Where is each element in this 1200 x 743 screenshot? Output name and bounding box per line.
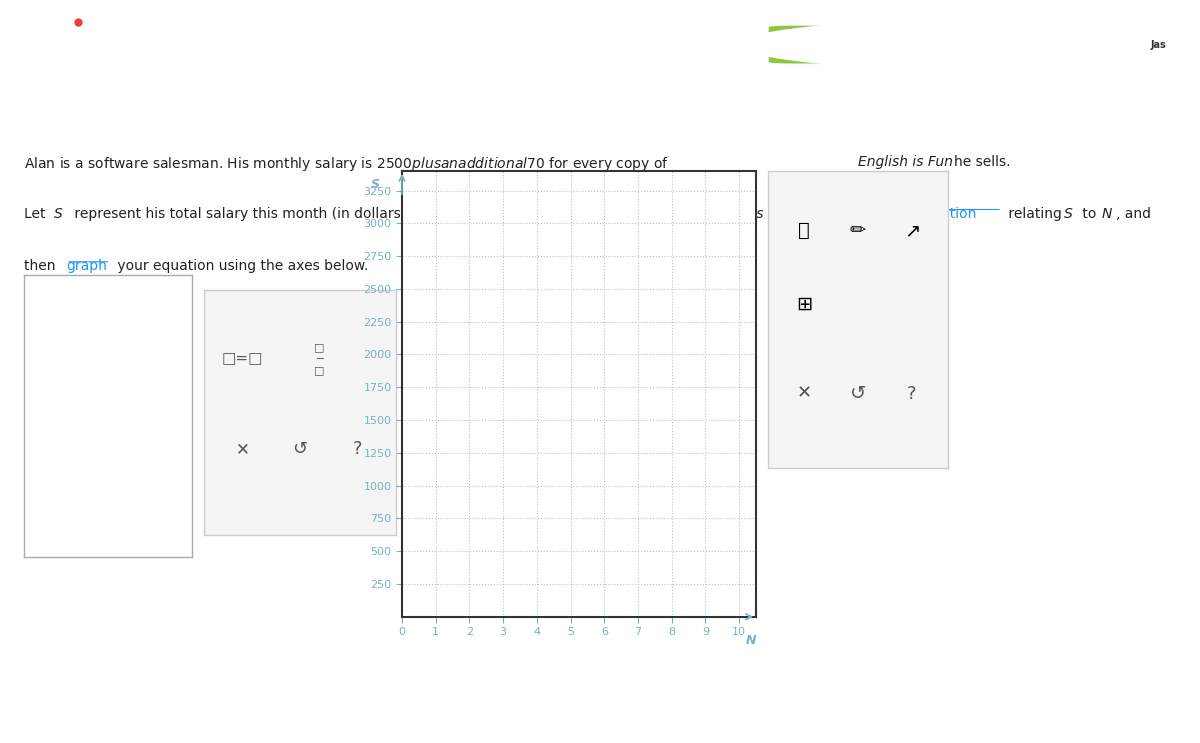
Text: Jas: Jas (1150, 39, 1166, 50)
Text: represent the number of copies of: represent the number of copies of (474, 207, 720, 221)
Text: relating: relating (1004, 207, 1067, 221)
Text: ⊞: ⊞ (796, 295, 812, 314)
Text: he sells. Write an: he sells. Write an (797, 207, 925, 221)
Text: English is Fun: English is Fun (698, 207, 793, 221)
FancyBboxPatch shape (930, 25, 1024, 64)
FancyBboxPatch shape (768, 25, 862, 64)
Text: represent his total salary this month (in dollars), and let: represent his total salary this month (i… (70, 207, 467, 221)
Text: S: S (1064, 207, 1073, 221)
Text: ✕: ✕ (797, 385, 811, 403)
Text: 🧽: 🧽 (798, 221, 810, 240)
Text: N: N (458, 207, 469, 221)
Text: he sells.: he sells. (954, 155, 1010, 169)
Text: Writing an equation and drawing its graph to model a real-world...: Writing an equation and drawing its grap… (78, 56, 546, 69)
FancyBboxPatch shape (876, 25, 970, 64)
Text: Alan is a software salesman. His monthly salary is $2500 plus an additional $70 : Alan is a software salesman. His monthly… (24, 155, 668, 172)
Text: equation: equation (916, 207, 977, 221)
Text: ↺: ↺ (850, 384, 866, 403)
Text: LINES, FUNCTIONS, SYSTEMS: LINES, FUNCTIONS, SYSTEMS (86, 17, 258, 27)
Text: , and: , and (1116, 207, 1151, 221)
Text: S: S (54, 207, 62, 221)
Text: v: v (90, 129, 102, 146)
Text: ↗: ↗ (904, 221, 920, 240)
Text: N: N (1102, 207, 1112, 221)
Text: ✕: ✕ (235, 440, 250, 458)
Text: your equation using the axes below.: your equation using the axes below. (113, 259, 368, 273)
Text: ✏: ✏ (850, 221, 866, 240)
Text: ?: ? (353, 440, 362, 458)
Text: English is Fun: English is Fun (858, 155, 953, 169)
Text: ?: ? (907, 385, 917, 403)
FancyBboxPatch shape (822, 25, 916, 64)
Text: to: to (1078, 207, 1100, 221)
FancyBboxPatch shape (984, 25, 1078, 64)
Text: □=□: □=□ (222, 351, 263, 366)
Text: □
─
□: □ ─ □ (314, 342, 324, 375)
Text: then: then (24, 259, 60, 273)
Text: S: S (371, 178, 379, 190)
Circle shape (738, 13, 1200, 76)
Text: N: N (745, 634, 756, 647)
Text: ↺: ↺ (293, 440, 307, 458)
Text: graph: graph (66, 259, 107, 273)
Text: Let: Let (24, 207, 50, 221)
